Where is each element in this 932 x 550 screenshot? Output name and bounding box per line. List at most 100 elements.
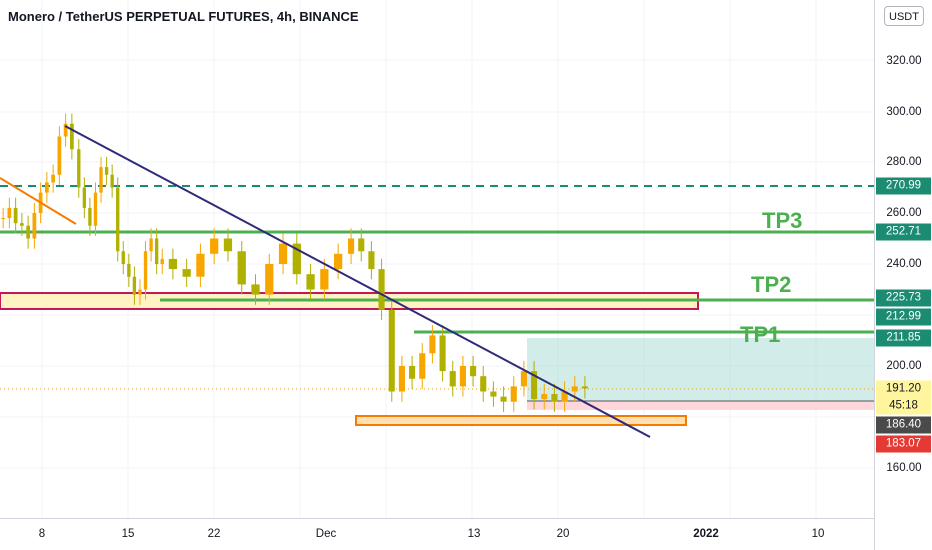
candle-body	[138, 289, 142, 295]
candle-body	[1, 218, 5, 220]
candle-body	[70, 123, 74, 150]
candle-body	[143, 251, 148, 290]
candle-body	[520, 371, 527, 387]
candle-body	[348, 238, 355, 254]
price-tick: 240.00	[886, 258, 922, 270]
stop-zone[interactable]	[527, 401, 874, 410]
candle-body	[104, 167, 109, 175]
candle-body	[581, 386, 588, 389]
candle-body	[278, 243, 288, 264]
candle-body	[210, 238, 219, 254]
price-tick: 260.00	[886, 207, 922, 219]
candle-body	[368, 251, 375, 270]
candle-body	[88, 207, 92, 226]
candle-body	[45, 182, 49, 193]
candle-body	[32, 213, 37, 239]
candle-body	[388, 309, 395, 392]
candle-body	[182, 269, 191, 277]
candle-body	[13, 207, 18, 224]
candle-body	[459, 366, 466, 387]
time-tick: 8	[38, 528, 46, 540]
candle-body	[51, 174, 55, 183]
profit-zone[interactable]	[527, 338, 874, 401]
candle-body	[132, 276, 137, 295]
candle-body	[378, 269, 385, 310]
candle-body	[82, 187, 87, 208]
time-tick: 13	[467, 528, 481, 540]
price-chart[interactable]	[0, 0, 874, 518]
candle-body	[541, 394, 548, 400]
tp3-label: TP3	[762, 208, 803, 233]
candle-body	[500, 396, 507, 402]
price-tick: 160.00	[886, 462, 922, 474]
candle-body	[510, 386, 517, 402]
time-tick: 10	[811, 528, 825, 540]
candle-body	[531, 371, 538, 400]
time-axis[interactable]: 8 15 22 Dec 13 20 2022 10	[0, 518, 874, 550]
level-badge-225: 225.73	[876, 289, 931, 307]
candle-body	[429, 335, 436, 354]
grid	[0, 0, 874, 518]
candle-body	[154, 238, 159, 264]
currency-unit-button[interactable]: USDT	[884, 6, 924, 26]
downtrend-line[interactable]	[64, 125, 651, 438]
candle-body	[571, 386, 578, 392]
price-tick: 320.00	[886, 55, 922, 67]
support-zone[interactable]	[355, 415, 687, 426]
candle-body	[110, 174, 114, 188]
time-tick: 20	[556, 528, 570, 540]
candle-body	[358, 238, 365, 252]
candle-body	[168, 258, 178, 270]
candle-body	[265, 264, 274, 295]
candle-body	[409, 366, 416, 379]
candle-body	[237, 251, 246, 285]
candles	[1, 113, 588, 412]
candle-body	[490, 391, 497, 397]
level-badge-270: 270.99	[876, 177, 931, 195]
level-badge-252: 252.71	[876, 223, 931, 241]
time-tick: Dec	[315, 528, 337, 540]
candle-body	[116, 187, 120, 252]
candle-body	[561, 391, 568, 402]
candle-body	[551, 394, 558, 402]
candle-body	[292, 243, 301, 275]
candle-body	[26, 225, 30, 239]
candle-body	[398, 366, 405, 392]
tp1-label: TP1	[740, 322, 781, 347]
price-tick: 200.00	[886, 360, 922, 372]
chart-area[interactable]: Monero / TetherUS PERPETUAL FUTURES, 4h,…	[0, 0, 874, 518]
candle-body	[127, 264, 131, 277]
price-tick: 300.00	[886, 106, 922, 118]
candle-body	[196, 253, 205, 277]
level-badge-212: 212.99	[876, 308, 931, 326]
level-badge-211: 211.85	[876, 329, 931, 347]
candle-body	[20, 223, 24, 226]
price-tick: 280.00	[886, 156, 922, 168]
orange-trend-line[interactable]	[0, 177, 77, 225]
price-axis[interactable]: USDT 320.00 300.00 280.00 260.00 240.00 …	[874, 0, 932, 550]
tp2-label: TP2	[751, 272, 792, 297]
candle-body	[99, 167, 103, 193]
time-tick: 22	[207, 528, 221, 540]
candle-body	[7, 207, 12, 219]
time-tick-year: 2022	[693, 528, 719, 540]
candle-body	[93, 192, 98, 226]
candle-body	[306, 274, 315, 290]
candle-body	[251, 284, 260, 295]
candle-body	[419, 353, 426, 379]
level-badge-183: 183.07	[876, 435, 931, 453]
chart-title: Monero / TetherUS PERPETUAL FUTURES, 4h,…	[8, 9, 359, 24]
candle-body	[320, 269, 329, 290]
candle-body	[439, 335, 446, 372]
candle-body	[223, 238, 233, 252]
candle-body	[57, 136, 62, 175]
candle-body	[480, 376, 487, 392]
candle-body	[449, 371, 456, 387]
candle-body	[121, 251, 125, 264]
candle-body	[63, 123, 68, 137]
bar-countdown-badge: 45:18	[876, 397, 931, 415]
candle-body	[149, 238, 153, 252]
level-badge-186: 186.40	[876, 416, 931, 434]
candle-body	[160, 258, 164, 264]
time-tick: 15	[121, 528, 135, 540]
